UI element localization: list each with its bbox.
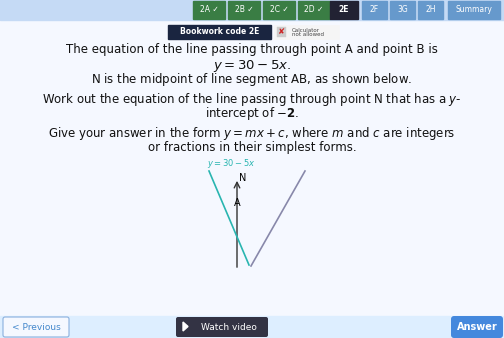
Text: 2H: 2H [425, 5, 436, 15]
Bar [390, 1, 415, 19]
Text: intercept of $-\mathbf{2}$.: intercept of $-\mathbf{2}$. [205, 105, 299, 122]
Text: 2B ✓: 2B ✓ [235, 5, 254, 15]
Text: 2C ✓: 2C ✓ [270, 5, 288, 15]
Text: Watch video: Watch video [201, 322, 257, 332]
Bar [0, 316, 504, 338]
Text: Answer: Answer [457, 322, 497, 332]
Bar [277, 27, 286, 37]
Text: Summary: Summary [456, 5, 492, 15]
Text: or fractions in their simplest forms.: or fractions in their simplest forms. [148, 141, 356, 153]
Bar [330, 1, 358, 19]
Text: Give your answer in the form $y = mx + c$, where $m$ and $c$ are integers: Give your answer in the form $y = mx + c… [48, 125, 456, 143]
Bar [228, 1, 260, 19]
Bar [168, 25, 271, 39]
FancyBboxPatch shape [3, 317, 69, 337]
Text: $y=30-5x$: $y=30-5x$ [207, 157, 256, 170]
Text: $\mathrm{N}$ is the midpoint of line segment $\mathrm{AB}$, as shown below.: $\mathrm{N}$ is the midpoint of line seg… [91, 72, 413, 89]
Text: N: N [239, 173, 246, 183]
Text: $y = 30 - 5x.$: $y = 30 - 5x.$ [213, 58, 291, 74]
Text: 3G: 3G [397, 5, 408, 15]
Text: 2A ✓: 2A ✓ [200, 5, 218, 15]
Text: 2F: 2F [370, 5, 379, 15]
Text: 2D ✓: 2D ✓ [304, 5, 324, 15]
Text: Calculator: Calculator [292, 27, 320, 32]
Text: ✘: ✘ [278, 27, 284, 37]
Bar [263, 1, 295, 19]
Polygon shape [183, 322, 188, 331]
Bar [193, 1, 225, 19]
Text: 2E: 2E [339, 5, 349, 15]
Text: The equation of the line passing through point A and point B is: The equation of the line passing through… [66, 44, 438, 56]
Bar [0, 20, 504, 318]
Bar [274, 25, 339, 39]
Bar [362, 1, 387, 19]
Text: A: A [234, 198, 240, 208]
Text: not allowed: not allowed [292, 32, 324, 37]
Bar [0, 0, 504, 20]
Text: Bookwork code 2E: Bookwork code 2E [180, 27, 259, 37]
Text: < Previous: < Previous [12, 322, 60, 332]
FancyBboxPatch shape [176, 317, 268, 337]
Bar [448, 1, 500, 19]
Text: Work out the equation of the line passing through point N that has a $y$-: Work out the equation of the line passin… [42, 92, 462, 108]
Bar [418, 1, 443, 19]
Bar [298, 1, 330, 19]
FancyBboxPatch shape [451, 316, 503, 338]
